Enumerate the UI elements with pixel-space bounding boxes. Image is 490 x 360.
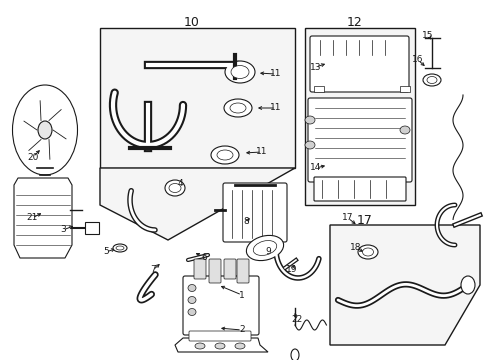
Ellipse shape [211, 146, 239, 164]
Bar [305, 28, 415, 205]
Text: 11: 11 [270, 104, 282, 112]
Ellipse shape [38, 121, 52, 139]
Ellipse shape [235, 343, 245, 349]
Text: 17: 17 [357, 213, 373, 226]
FancyBboxPatch shape [308, 98, 412, 182]
Text: 1: 1 [239, 291, 245, 300]
FancyBboxPatch shape [183, 276, 259, 335]
FancyBboxPatch shape [209, 259, 221, 283]
Polygon shape [330, 225, 480, 345]
Text: 4: 4 [177, 179, 183, 188]
Text: 21: 21 [26, 213, 38, 222]
Polygon shape [175, 338, 268, 352]
Ellipse shape [169, 184, 181, 193]
Text: 22: 22 [292, 315, 303, 324]
Text: 9: 9 [265, 248, 271, 256]
Text: 20: 20 [27, 153, 39, 162]
Ellipse shape [188, 284, 196, 292]
Ellipse shape [225, 61, 255, 83]
Text: 18: 18 [350, 243, 362, 252]
Bar [100, 28, 295, 168]
Ellipse shape [291, 349, 299, 360]
Ellipse shape [116, 246, 124, 250]
Text: 14: 14 [310, 163, 322, 172]
Ellipse shape [231, 66, 249, 78]
Text: 16: 16 [412, 55, 424, 64]
Bar [314, 86, 324, 92]
Text: 19: 19 [286, 266, 298, 274]
FancyBboxPatch shape [314, 177, 406, 201]
FancyBboxPatch shape [194, 259, 206, 279]
Bar [400, 86, 410, 92]
Text: 8: 8 [243, 217, 249, 226]
Ellipse shape [230, 103, 246, 113]
Ellipse shape [246, 235, 284, 261]
Ellipse shape [188, 297, 196, 303]
Ellipse shape [113, 244, 127, 252]
Ellipse shape [400, 126, 410, 134]
Bar [85, 222, 99, 234]
Text: 6: 6 [201, 252, 207, 261]
Text: 2: 2 [239, 325, 245, 334]
Ellipse shape [215, 343, 225, 349]
Text: 11: 11 [270, 69, 282, 78]
Ellipse shape [363, 248, 373, 256]
Ellipse shape [13, 85, 77, 175]
Ellipse shape [217, 150, 233, 160]
Ellipse shape [195, 343, 205, 349]
FancyBboxPatch shape [310, 36, 409, 92]
Ellipse shape [253, 240, 277, 256]
Ellipse shape [224, 99, 252, 117]
Text: 3: 3 [60, 225, 66, 234]
FancyBboxPatch shape [237, 259, 249, 283]
Ellipse shape [305, 116, 315, 124]
Ellipse shape [427, 77, 437, 84]
Text: 10: 10 [184, 15, 200, 28]
Text: 5: 5 [103, 248, 109, 256]
Polygon shape [14, 178, 72, 258]
Text: 17: 17 [342, 213, 354, 222]
FancyBboxPatch shape [223, 183, 287, 242]
Text: 13: 13 [310, 63, 322, 72]
Text: 12: 12 [347, 15, 363, 28]
Polygon shape [100, 168, 295, 240]
Ellipse shape [165, 180, 185, 196]
Ellipse shape [423, 74, 441, 86]
Text: 15: 15 [422, 31, 434, 40]
Ellipse shape [305, 141, 315, 149]
FancyBboxPatch shape [224, 259, 236, 279]
FancyBboxPatch shape [189, 331, 251, 341]
Ellipse shape [358, 245, 378, 259]
Ellipse shape [461, 276, 475, 294]
Text: 11: 11 [256, 148, 268, 157]
Ellipse shape [188, 309, 196, 315]
Text: 7: 7 [150, 266, 156, 274]
